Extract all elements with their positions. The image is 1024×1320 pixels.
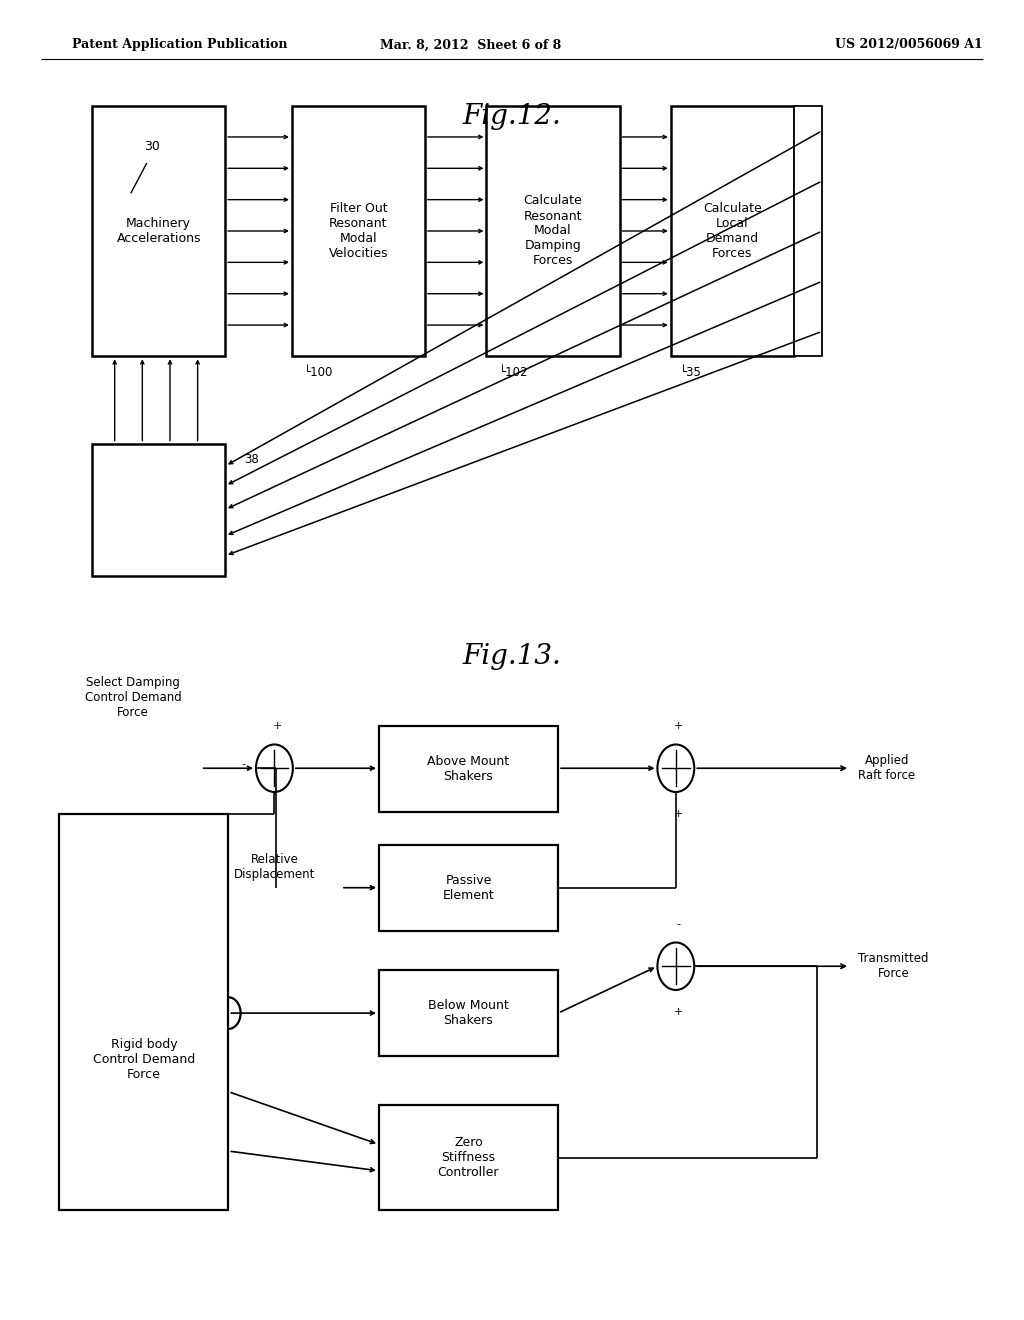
- Bar: [794, 173, 813, 289]
- Bar: [379, 726, 558, 812]
- Text: Filter Out
Resonant
Modal
Velocities: Filter Out Resonant Modal Velocities: [329, 202, 388, 260]
- Bar: [92, 444, 225, 576]
- Bar: [379, 845, 558, 931]
- Text: US 2012/0056069 A1: US 2012/0056069 A1: [836, 38, 983, 51]
- Bar: [92, 106, 225, 356]
- Text: Select Damping
Control Demand
Force: Select Damping Control Demand Force: [85, 676, 181, 719]
- Text: └100: └100: [304, 366, 334, 379]
- Text: Below Mount
Shakers: Below Mount Shakers: [428, 999, 509, 1027]
- Text: +: +: [674, 809, 684, 820]
- Text: └102: └102: [499, 366, 528, 379]
- Text: 38: 38: [244, 453, 258, 466]
- Text: 30: 30: [143, 140, 160, 153]
- Text: Zero
Stiffness
Controller: Zero Stiffness Controller: [437, 1137, 500, 1179]
- Bar: [794, 195, 810, 267]
- Text: └35: └35: [680, 366, 701, 379]
- Bar: [379, 1105, 558, 1210]
- Text: Calculate
Resonant
Modal
Damping
Forces: Calculate Resonant Modal Damping Forces: [523, 194, 583, 268]
- Text: Patent Application Publication: Patent Application Publication: [72, 38, 287, 51]
- Text: Above Mount
Shakers: Above Mount Shakers: [427, 755, 510, 783]
- Bar: [794, 150, 816, 312]
- Bar: [59, 814, 228, 1210]
- Text: Passive
Element: Passive Element: [442, 874, 495, 902]
- Text: Transmitted
Force: Transmitted Force: [858, 952, 929, 981]
- Text: Mar. 8, 2012  Sheet 6 of 8: Mar. 8, 2012 Sheet 6 of 8: [380, 38, 562, 51]
- Bar: [486, 106, 620, 356]
- Text: -: -: [242, 759, 246, 770]
- Text: Applied
Raft force: Applied Raft force: [858, 754, 915, 783]
- Bar: [379, 970, 558, 1056]
- Text: Calculate
Local
Demand
Forces: Calculate Local Demand Forces: [702, 202, 762, 260]
- Text: +: +: [674, 1007, 684, 1018]
- Bar: [671, 106, 794, 356]
- Text: Machinery
Accelerations: Machinery Accelerations: [117, 216, 201, 246]
- Bar: [794, 128, 819, 334]
- Text: +: +: [272, 721, 283, 731]
- Bar: [292, 106, 425, 356]
- Text: Fig.12.: Fig.12.: [463, 103, 561, 129]
- Bar: [794, 106, 822, 356]
- Text: Relative
Displacement: Relative Displacement: [233, 853, 315, 882]
- Text: Fig.13.: Fig.13.: [463, 643, 561, 669]
- Text: Rigid body
Control Demand
Force: Rigid body Control Demand Force: [93, 1039, 195, 1081]
- Text: -: -: [677, 919, 681, 929]
- Text: +: +: [674, 721, 684, 731]
